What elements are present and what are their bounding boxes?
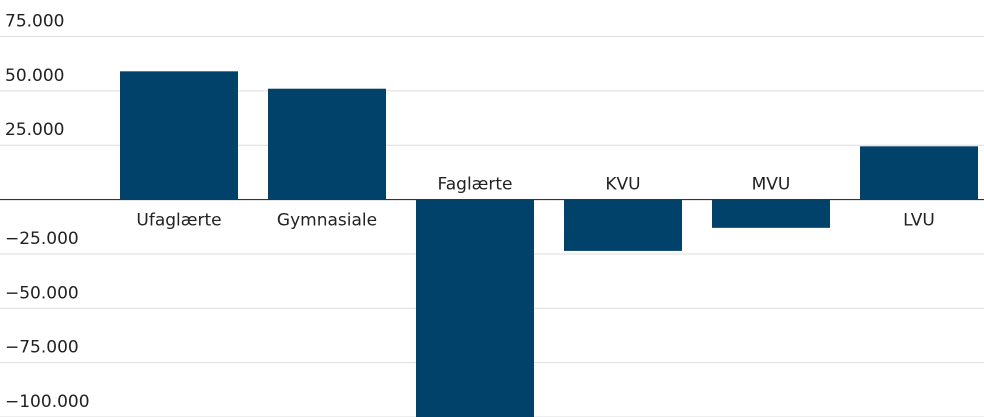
x-tick-label: Ufaglærte <box>136 211 221 231</box>
x-tick-label: LVU <box>903 211 935 231</box>
y-tick-label: 75.000 <box>5 12 64 32</box>
bar <box>564 199 682 251</box>
y-tick-label: 25.000 <box>5 120 64 140</box>
y-tick-label: −50.000 <box>5 283 79 303</box>
x-tick-label: Faglærte <box>438 175 513 195</box>
bar <box>120 71 238 200</box>
x-tick-label: KVU <box>605 175 640 195</box>
bar <box>268 88 386 200</box>
y-tick-label: −100.000 <box>5 392 90 412</box>
bar <box>712 199 830 228</box>
bar <box>860 146 978 200</box>
x-tick-label: Gymnasiale <box>277 211 377 231</box>
x-tick-label: MVU <box>752 175 791 195</box>
y-tick-label: −25.000 <box>5 229 79 249</box>
y-tick-label: −75.000 <box>5 338 79 358</box>
bar <box>416 199 534 417</box>
y-tick-label: 50.000 <box>5 66 64 86</box>
